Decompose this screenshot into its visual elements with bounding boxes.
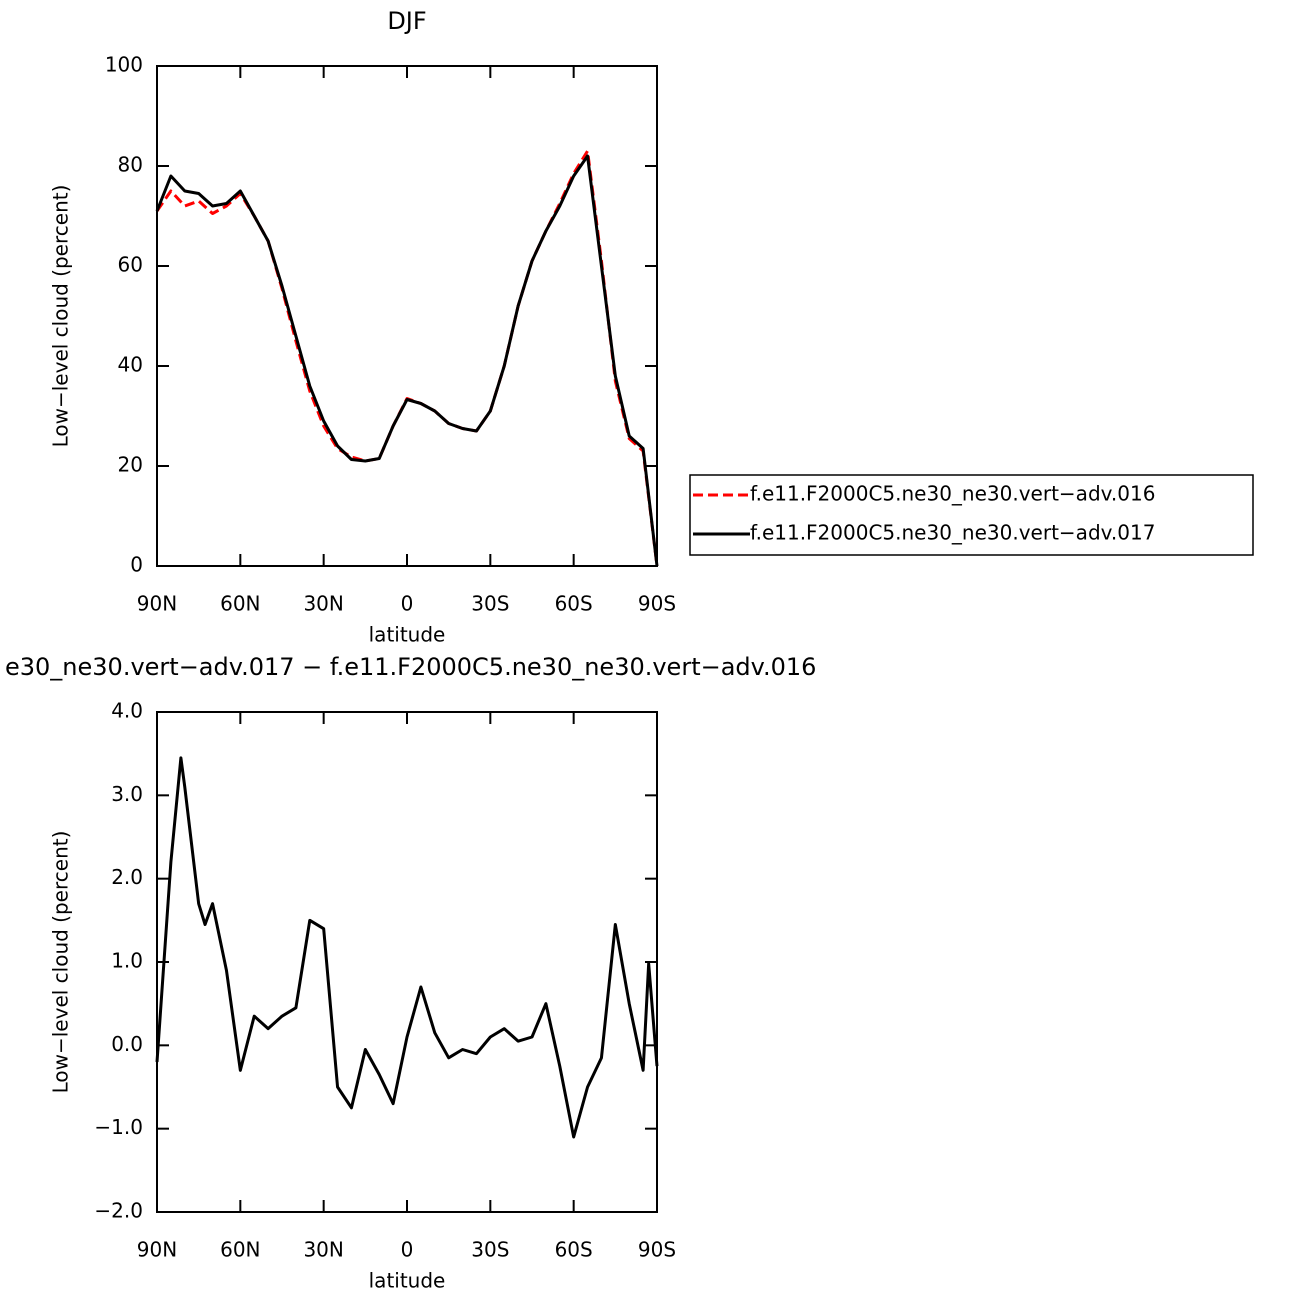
x-tick-label: 60S [555,592,593,616]
x-tick-label: 60N [220,592,260,616]
y-tick-label: 0 [130,553,143,577]
y-tick-label: 1.0 [111,949,143,973]
legend-label: f.e11.F2000C5.ne30_ne30.vert−adv.016 [750,482,1155,506]
y-tick-label: −2.0 [94,1199,143,1223]
x-tick-label: 60N [220,1238,260,1262]
legend-label: f.e11.F2000C5.ne30_ne30.vert−adv.017 [750,521,1155,545]
y-axis-label: Low−level cloud (percent) [49,185,73,448]
plot-frame [156,65,658,567]
y-tick-label: 3.0 [111,782,143,806]
x-tick-label: 30S [471,592,509,616]
y-axis-label: Low−level cloud (percent) [49,831,73,1094]
x-tick-label: 90S [638,592,676,616]
y-tick-label: 100 [105,53,143,77]
x-tick-label: 90N [137,592,177,616]
y-tick-label: 2.0 [111,865,143,889]
y-tick-label: 4.0 [111,699,143,723]
chart-title: e30_ne30.vert−adv.017 − f.e11.F2000C5.ne… [5,653,816,681]
x-tick-label: 90S [638,1238,676,1262]
x-axis-label: latitude [369,623,446,647]
y-tick-label: 0.0 [111,1032,143,1056]
y-tick-label: −1.0 [94,1115,143,1139]
y-tick-label: 80 [118,153,143,177]
x-tick-label: 90N [137,1238,177,1262]
line-series [155,154,659,567]
x-tick-label: 60S [555,1238,593,1262]
y-tick-label: 60 [118,253,143,277]
x-tick-label: 30N [303,592,343,616]
y-tick-label: 20 [118,453,143,477]
x-tick-label: 30S [471,1238,509,1262]
chart-title: DJF [387,7,426,35]
line-series [155,149,659,567]
x-tick-label: 0 [401,1238,414,1262]
plot-frame [156,711,658,1213]
legend-box [689,474,1254,556]
line-series [155,756,659,1139]
x-tick-label: 30N [303,1238,343,1262]
x-axis-label: latitude [369,1269,446,1293]
x-tick-label: 0 [401,592,414,616]
y-tick-label: 40 [118,353,143,377]
